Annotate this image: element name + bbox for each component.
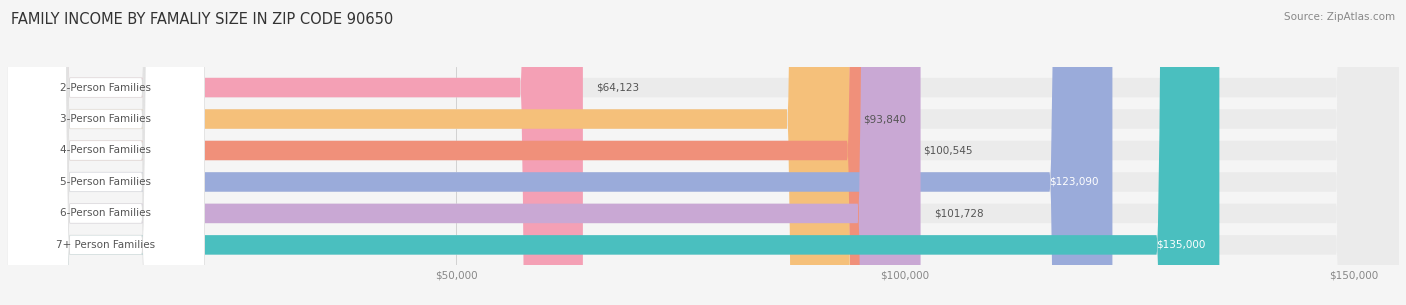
FancyBboxPatch shape (7, 0, 1399, 305)
FancyBboxPatch shape (7, 0, 921, 305)
Text: 2-Person Families: 2-Person Families (60, 83, 152, 92)
FancyBboxPatch shape (7, 0, 1399, 305)
FancyBboxPatch shape (7, 0, 1112, 305)
FancyBboxPatch shape (7, 0, 205, 305)
Text: 6-Person Families: 6-Person Families (60, 208, 152, 218)
FancyBboxPatch shape (7, 0, 205, 305)
FancyBboxPatch shape (7, 0, 205, 305)
Text: 5-Person Families: 5-Person Families (60, 177, 152, 187)
FancyBboxPatch shape (7, 0, 1399, 305)
Text: $101,728: $101,728 (934, 208, 984, 218)
Text: 4-Person Families: 4-Person Families (60, 145, 152, 156)
FancyBboxPatch shape (7, 0, 205, 305)
FancyBboxPatch shape (7, 0, 910, 305)
Text: 3-Person Families: 3-Person Families (60, 114, 152, 124)
FancyBboxPatch shape (7, 0, 1219, 305)
FancyBboxPatch shape (7, 0, 1399, 305)
FancyBboxPatch shape (7, 0, 1399, 305)
Text: $100,545: $100,545 (924, 145, 973, 156)
FancyBboxPatch shape (7, 0, 583, 305)
FancyBboxPatch shape (7, 0, 205, 305)
FancyBboxPatch shape (7, 0, 1399, 305)
Text: $93,840: $93,840 (863, 114, 907, 124)
Text: 7+ Person Families: 7+ Person Families (56, 240, 156, 250)
Text: Source: ZipAtlas.com: Source: ZipAtlas.com (1284, 12, 1395, 22)
Text: $64,123: $64,123 (596, 83, 640, 92)
FancyBboxPatch shape (7, 0, 849, 305)
Text: $123,090: $123,090 (1049, 177, 1099, 187)
Text: FAMILY INCOME BY FAMALIY SIZE IN ZIP CODE 90650: FAMILY INCOME BY FAMALIY SIZE IN ZIP COD… (11, 12, 394, 27)
Text: $135,000: $135,000 (1157, 240, 1206, 250)
FancyBboxPatch shape (7, 0, 205, 305)
